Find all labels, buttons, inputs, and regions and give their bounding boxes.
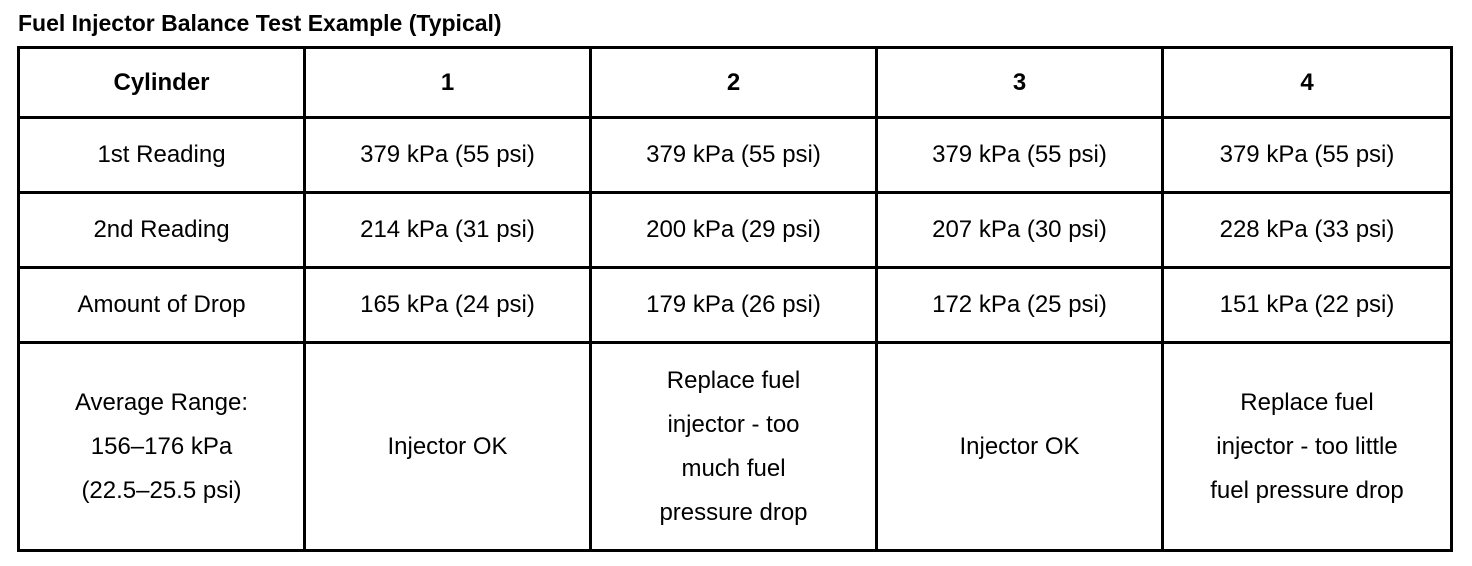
table-cell: 200 kPa (29 psi): [589, 191, 878, 269]
table-title: Fuel Injector Balance Test Example (Typi…: [18, 10, 502, 36]
table-row: Average Range: 156–176 kPa (22.5–25.5 ps…: [17, 341, 1453, 552]
table-cell: Injector OK: [303, 341, 592, 552]
header-cell: 4: [1161, 46, 1453, 119]
table-cell: Replace fuel injector - too much fuel pr…: [589, 341, 878, 552]
table-cell: Injector OK: [875, 341, 1164, 552]
table-cell: 379 kPa (55 psi): [589, 116, 878, 194]
row-label: 2nd Reading: [17, 191, 306, 269]
table-cell: 151 kPa (22 psi): [1161, 266, 1453, 344]
table-cell: Replace fuel injector - too little fuel …: [1161, 341, 1453, 552]
table-cell: 379 kPa (55 psi): [303, 116, 592, 194]
header-cell: 2: [589, 46, 878, 119]
row-label: 1st Reading: [17, 116, 306, 194]
header-cell: 1: [303, 46, 592, 119]
table-cell: 179 kPa (26 psi): [589, 266, 878, 344]
table-cell: 228 kPa (33 psi): [1161, 191, 1453, 269]
table-cell: 379 kPa (55 psi): [1161, 116, 1453, 194]
header-row: Cylinder 1 2 3 4: [17, 46, 1453, 119]
table-cell: 172 kPa (25 psi): [875, 266, 1164, 344]
fuel-injector-balance-table: Cylinder 1 2 3 4 1st Reading 379 kPa (55…: [17, 46, 1453, 552]
header-cell: Cylinder: [17, 46, 306, 119]
table-row: 2nd Reading 214 kPa (31 psi) 200 kPa (29…: [17, 191, 1453, 269]
table-row: 1st Reading 379 kPa (55 psi) 379 kPa (55…: [17, 116, 1453, 194]
table-cell: 207 kPa (30 psi): [875, 191, 1164, 269]
table-cell: 379 kPa (55 psi): [875, 116, 1164, 194]
table-cell: 214 kPa (31 psi): [303, 191, 592, 269]
table-row: Amount of Drop 165 kPa (24 psi) 179 kPa …: [17, 266, 1453, 344]
table-cell: 165 kPa (24 psi): [303, 266, 592, 344]
row-label: Average Range: 156–176 kPa (22.5–25.5 ps…: [17, 341, 306, 552]
header-cell: 3: [875, 46, 1164, 119]
row-label: Amount of Drop: [17, 266, 306, 344]
